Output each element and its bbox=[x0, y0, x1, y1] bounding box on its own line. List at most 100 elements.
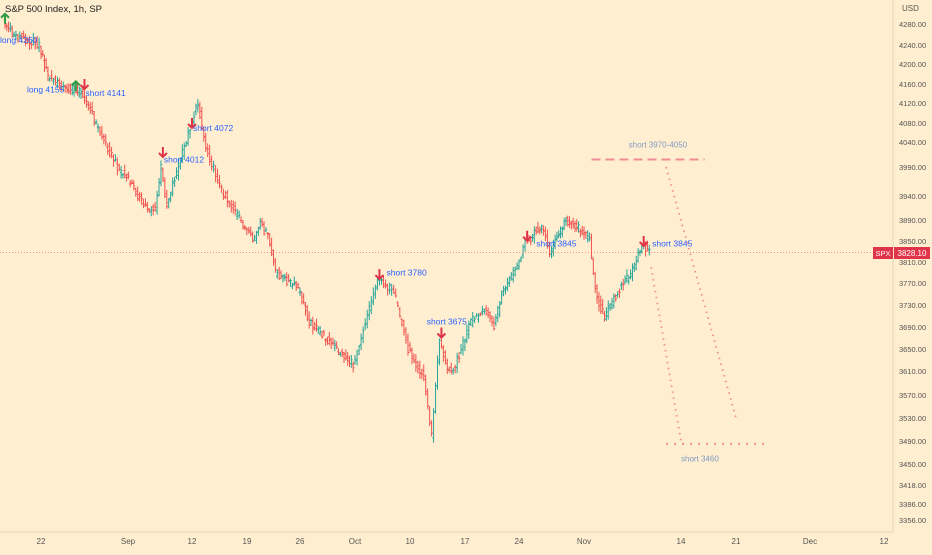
ohlc-bar bbox=[194, 103, 198, 116]
ohlc-bar bbox=[361, 326, 365, 344]
ohlc-bar bbox=[438, 338, 441, 366]
arrow-down-icon-head bbox=[374, 274, 385, 281]
short-marker[interactable]: short 3845 bbox=[638, 236, 693, 249]
ohlc-bar bbox=[340, 348, 344, 358]
short-marker[interactable]: short 3780 bbox=[374, 268, 427, 281]
arrow-down-icon-head bbox=[436, 332, 447, 339]
ohlc-bar bbox=[422, 364, 426, 382]
projection-label: short 3970-4050 bbox=[629, 141, 688, 150]
y-tick-label: 3356.00 bbox=[899, 516, 926, 525]
ohlc-bar bbox=[98, 126, 102, 136]
ohlc-bar bbox=[412, 353, 416, 364]
ohlc-bar bbox=[260, 217, 264, 228]
ohlc-bar bbox=[496, 305, 500, 323]
ohlc-bar bbox=[179, 157, 182, 170]
ohlc-bar bbox=[608, 302, 612, 312]
ohlc-bar bbox=[173, 176, 176, 187]
ohlc-bar bbox=[595, 284, 599, 304]
ohlc-bar bbox=[605, 307, 608, 321]
ohlc-bar bbox=[41, 50, 45, 57]
ohlc-bar bbox=[128, 179, 132, 188]
ohlc-bar bbox=[367, 301, 371, 321]
ohlc-bar bbox=[296, 282, 300, 289]
ohlc-bar bbox=[52, 77, 55, 86]
ohlc-bar bbox=[298, 287, 302, 296]
ohlc-bar bbox=[557, 230, 561, 239]
ohlc-bar bbox=[482, 308, 486, 315]
ohlc-bar bbox=[274, 257, 277, 273]
trade-markers[interactable]: long 4260 long 4155 short 4141 short 4012 sh… bbox=[0, 12, 693, 339]
y-tick-label: 4160.00 bbox=[899, 80, 926, 89]
x-tick-label: 17 bbox=[461, 537, 470, 546]
arrow-down-icon-head bbox=[79, 84, 90, 91]
short-marker[interactable]: short 3845 bbox=[522, 230, 577, 249]
ohlc-bar bbox=[275, 269, 279, 279]
x-tick-label: 26 bbox=[296, 537, 305, 546]
short-marker[interactable]: short 4072 bbox=[187, 118, 233, 133]
y-tick-label: 3490.00 bbox=[899, 437, 926, 446]
symbol-tag: SPX bbox=[875, 249, 890, 258]
short-marker[interactable]: short 4012 bbox=[158, 147, 204, 165]
ohlc-bar bbox=[351, 361, 355, 373]
ohlc-bar bbox=[408, 341, 412, 353]
long-marker[interactable]: long 4260 bbox=[0, 12, 38, 45]
marker-label: short 4141 bbox=[86, 88, 126, 98]
long-marker[interactable]: long 4155 bbox=[27, 79, 81, 95]
ohlc-bar bbox=[204, 132, 208, 152]
ohlc-bar bbox=[647, 244, 651, 256]
y-tick-label: 4040.00 bbox=[899, 138, 926, 147]
ohlc-bar bbox=[237, 210, 241, 219]
short-marker[interactable]: short 4141 bbox=[79, 79, 126, 98]
y-tick-label: 3690.00 bbox=[899, 323, 926, 332]
ohlc-bar bbox=[475, 313, 478, 318]
arrow-down-icon-head bbox=[158, 152, 168, 159]
ohlc-bar bbox=[597, 291, 601, 312]
ohlc-bar bbox=[486, 307, 490, 319]
y-tick-label: 3530.00 bbox=[899, 414, 926, 423]
arrow-down-icon-head bbox=[638, 241, 649, 248]
ohlc-bar bbox=[509, 272, 513, 281]
ohlc-bar bbox=[224, 191, 227, 199]
last-price-box bbox=[894, 247, 930, 259]
ohlc-bar bbox=[306, 305, 309, 322]
ohlc-bar bbox=[206, 143, 210, 158]
time-axis[interactable]: 22 Sep 12 19 26 Oct 10 17 24 Nov 14 21 Dec 12 bbox=[37, 537, 889, 546]
ohlc-bar bbox=[538, 226, 542, 235]
ohlc-bar bbox=[251, 231, 254, 243]
y-tick-label: 3770.00 bbox=[899, 279, 926, 288]
marker-label: long 4155 bbox=[27, 85, 65, 95]
ohlc-bar bbox=[212, 160, 215, 173]
ohlc-bar bbox=[603, 310, 606, 322]
ohlc-bar bbox=[446, 358, 449, 375]
ohlc-bar bbox=[87, 101, 90, 111]
ohlc-bar bbox=[218, 174, 221, 189]
ohlc-bar bbox=[283, 273, 287, 282]
ohlc-bar bbox=[216, 168, 219, 184]
short-marker[interactable]: short 3675 bbox=[427, 317, 467, 339]
ohlc-bar bbox=[96, 123, 100, 133]
symbol-title[interactable]: S&P 500 Index, 1h, SP bbox=[5, 4, 102, 15]
price-axis[interactable]: 4280.00 4240.00 4200.00 4160.00 4120.00 4080.… bbox=[899, 20, 926, 525]
ohlc-bar bbox=[294, 280, 298, 291]
ohlc-bar bbox=[570, 220, 573, 230]
ohlc-bar bbox=[125, 173, 128, 182]
x-tick-label: 12 bbox=[880, 537, 889, 546]
ohlc-bar bbox=[85, 95, 88, 108]
ohlc-bar bbox=[320, 331, 324, 339]
ohlc-bar bbox=[54, 75, 57, 86]
ohlc-bar bbox=[455, 352, 459, 374]
ohlc-bar bbox=[573, 220, 577, 233]
ohlc-bar bbox=[382, 274, 385, 288]
ohlc-bar bbox=[318, 325, 322, 336]
arrow-down-icon-head bbox=[187, 123, 197, 130]
ohlc-bar bbox=[171, 177, 174, 197]
ohlc-bar bbox=[398, 307, 402, 318]
ohlc-bar bbox=[140, 192, 143, 205]
ohlc-bar bbox=[392, 284, 396, 294]
ohlc-bar bbox=[293, 276, 296, 287]
ohlc-bar bbox=[324, 338, 327, 346]
ohlc-bar bbox=[477, 313, 480, 323]
chart-title: S&P 500 Index, 1h, SP bbox=[5, 4, 102, 15]
